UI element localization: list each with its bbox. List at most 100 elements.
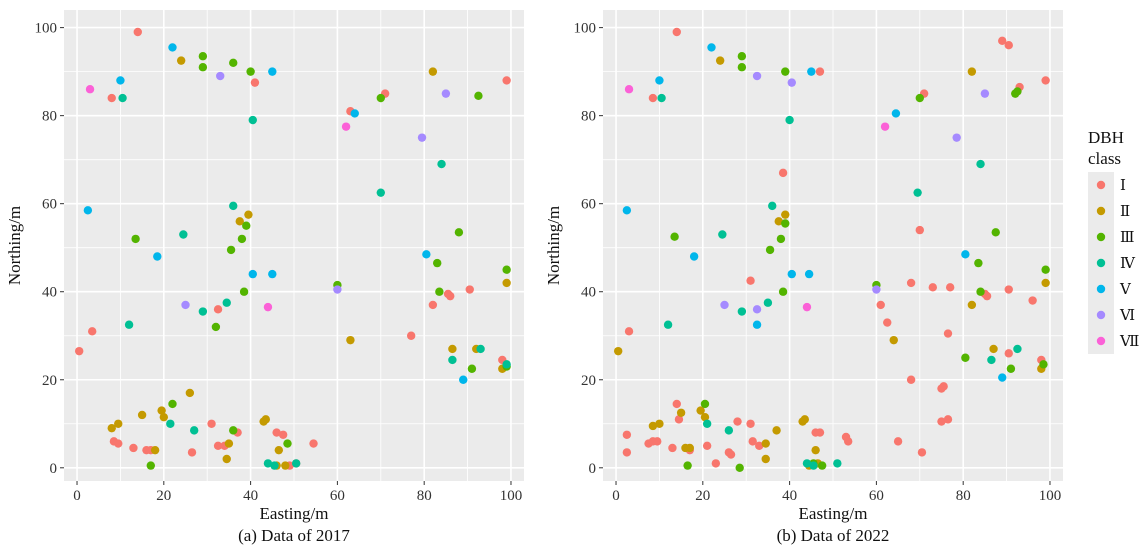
scatter-point (883, 318, 892, 327)
legend-key (1096, 310, 1106, 320)
scatter-point (672, 27, 681, 37)
scatter-point (242, 221, 251, 230)
scatter-point (752, 71, 762, 81)
scatter-point (168, 399, 177, 409)
scatter-point (1004, 285, 1013, 294)
scatter-point (168, 43, 177, 52)
scatter-point (785, 115, 794, 125)
scatter-point (787, 269, 796, 279)
scatter-point (674, 415, 684, 424)
y-tick-label: 0 (589, 461, 597, 477)
scatter-point (198, 307, 208, 316)
scatter-point (213, 441, 223, 450)
scatter-point (1013, 344, 1022, 354)
scatter-point (872, 285, 881, 294)
scatter-point (748, 437, 757, 446)
scatter-point (406, 331, 416, 340)
scatter-point (781, 219, 790, 228)
scatter-point (1004, 349, 1013, 358)
scatter-point (952, 133, 961, 142)
scatter-point (802, 459, 812, 468)
scatter-point (711, 459, 721, 468)
scatter-point (263, 302, 273, 312)
scatter-point (778, 287, 788, 296)
scatter-point (1006, 364, 1016, 373)
scatter-point (752, 305, 762, 314)
scatter-point (778, 168, 788, 178)
scatter-point (150, 445, 160, 455)
scatter-point (737, 307, 747, 316)
scatter-point (720, 300, 729, 310)
scatter-point (768, 201, 777, 211)
scatter-point (668, 443, 677, 453)
points-a (74, 27, 511, 470)
scatter-point (967, 67, 977, 76)
scatter-point (987, 355, 996, 365)
scatter-point (187, 448, 197, 457)
scatter-point (1041, 278, 1050, 288)
legend-title-line1: DBH (1088, 128, 1124, 147)
scatter-point (939, 382, 948, 391)
scatter-point (817, 461, 827, 470)
scatter-point (906, 278, 916, 288)
scatter-point (913, 188, 922, 197)
scatter-point (776, 234, 786, 244)
x-tick-label: 100 (500, 488, 523, 504)
scatter-point (724, 426, 734, 435)
y-tick-label: 40 (581, 285, 596, 301)
scatter-point (815, 67, 825, 76)
scatter-point (998, 373, 1007, 382)
legend-label: Ⅱ (1120, 204, 1130, 220)
legend-label: Ⅶ (1119, 334, 1139, 350)
scatter-point (116, 76, 125, 85)
scatter-point (685, 443, 694, 453)
scatter-point (118, 93, 127, 103)
y-tick-label: 100 (574, 21, 597, 37)
scatter-point (157, 406, 166, 415)
legend-label: Ⅳ (1120, 256, 1136, 272)
scatter-point (1013, 87, 1022, 96)
scatter-point (718, 230, 727, 239)
scatter-point (726, 450, 736, 459)
scatter-point (83, 206, 93, 215)
scatter-point (937, 417, 946, 426)
scatter-point (278, 430, 288, 439)
scatter-point (802, 302, 812, 312)
scatter-point (435, 287, 444, 296)
scatter-point (976, 159, 985, 169)
legend-key (1096, 206, 1106, 216)
y-tick-label: 40 (42, 285, 57, 301)
scatter-point (263, 459, 273, 468)
scatter-point (715, 56, 725, 65)
scatter-point (274, 445, 284, 455)
scatter-point (185, 388, 195, 398)
x-tick-label: 20 (695, 488, 710, 504)
scatter-point (283, 439, 292, 448)
scatter-point (891, 109, 901, 118)
scatter-point (239, 287, 249, 296)
scatter-point (624, 85, 634, 94)
scatter-point (781, 67, 790, 76)
legend-label: Ⅵ (1119, 308, 1135, 324)
scatter-point (906, 375, 916, 384)
scatter-point (774, 217, 783, 226)
scatter-point (624, 327, 634, 336)
x-tick-label: 80 (417, 488, 432, 504)
scatter-point (761, 454, 770, 464)
scatter-point (454, 228, 464, 237)
scatter-point (107, 423, 116, 433)
scatter-point (915, 93, 924, 103)
scatter-point (261, 415, 270, 424)
scatter-point (702, 441, 712, 450)
scatter-point (376, 93, 385, 103)
scatter-point (980, 89, 990, 98)
scatter-point (350, 109, 359, 118)
scatter-point (281, 461, 290, 470)
scatter-point (246, 67, 255, 76)
scatter-point (752, 320, 762, 329)
scatter-point (74, 346, 84, 356)
scatter-point (422, 250, 431, 259)
scatter-point (763, 298, 773, 307)
scatter-point (833, 459, 842, 468)
x-tick-label: 80 (956, 488, 971, 504)
